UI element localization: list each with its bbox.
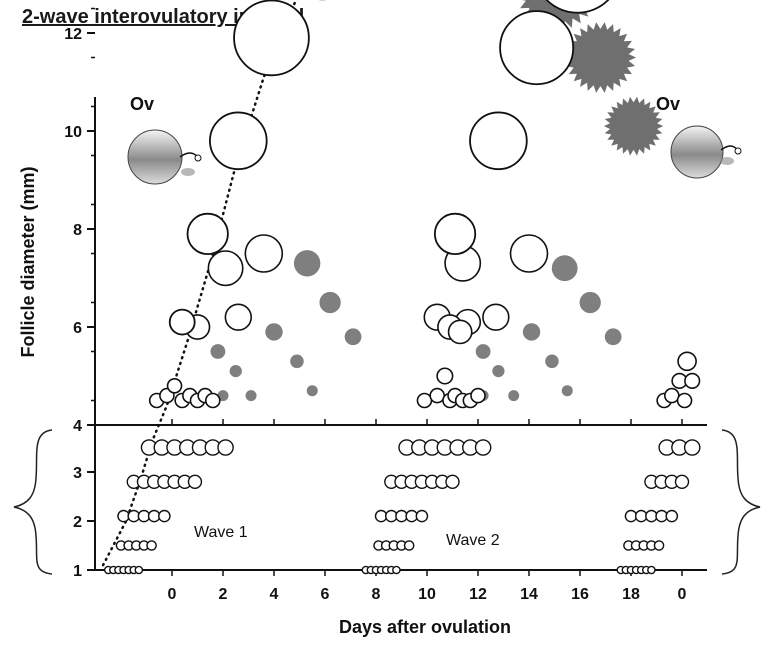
x-tick-label: 4 xyxy=(270,586,279,603)
subordinate-follicle xyxy=(482,303,510,331)
wave-follicle-circle xyxy=(392,565,401,575)
regressing-follicle xyxy=(579,291,601,314)
subordinate-follicle xyxy=(663,387,680,404)
wave-follicle-circle xyxy=(146,540,157,551)
subordinate-follicle xyxy=(416,392,433,409)
y-tick-labels: 46810121416123 xyxy=(64,26,82,580)
subordinate-follicle xyxy=(509,234,549,273)
regressing-dominant-star xyxy=(564,22,637,93)
regressing-follicle xyxy=(290,354,304,369)
regressing-follicle xyxy=(475,344,491,359)
y-tick-marks xyxy=(87,7,95,571)
dominant-follicle xyxy=(433,212,477,256)
ovulation-icon xyxy=(670,125,742,179)
y-tick-label: 4 xyxy=(73,418,82,435)
regressing-follicle xyxy=(210,344,226,359)
regressing-follicle xyxy=(293,250,321,277)
wave-follicle-circle xyxy=(134,565,144,575)
wave-follicle-circle xyxy=(474,439,492,456)
x-tick-label: 0 xyxy=(678,586,687,603)
x-tick-label: 18 xyxy=(622,586,640,603)
right-brace xyxy=(721,429,761,575)
x-tick-labels: 0 2 4 6 8 10 12 14 16 18 0 xyxy=(168,586,687,603)
regressing-dominant-star xyxy=(603,96,664,156)
subordinate-follicle xyxy=(224,303,253,331)
x-tick-label: 6 xyxy=(321,586,330,603)
dominant-follicle xyxy=(209,111,268,171)
regressing-follicle xyxy=(561,385,573,397)
x-tick-label: 10 xyxy=(418,586,436,603)
regressing-follicle xyxy=(604,328,622,346)
dominant-follicle xyxy=(545,0,610,14)
dominant-follicle xyxy=(186,212,229,256)
ov-label: Ov xyxy=(656,94,680,114)
chart-marks xyxy=(101,0,701,575)
regressing-follicle xyxy=(319,291,341,314)
axes xyxy=(87,7,707,576)
y-tick-label: 1 xyxy=(73,563,82,580)
wave-follicle-circle xyxy=(445,474,460,489)
x-tick-label: 16 xyxy=(571,586,589,603)
subordinate-follicle xyxy=(166,377,183,394)
y-tick-label: 10 xyxy=(64,124,82,141)
wave-follicle-circle xyxy=(217,439,234,456)
subordinate-follicle xyxy=(684,372,701,390)
regressing-follicle xyxy=(344,328,362,346)
regressing-follicle xyxy=(508,390,520,402)
wave-follicle-circle xyxy=(683,439,701,456)
subordinate-follicle xyxy=(676,392,693,409)
y-tick-label: 12 xyxy=(64,26,82,43)
wave-follicle-circle xyxy=(674,474,690,489)
x-tick-label: 14 xyxy=(520,586,538,603)
y-axis-title: Follicle diameter (mm) xyxy=(18,166,38,357)
dominant-follicle xyxy=(168,308,196,336)
y-tick-label: 3 xyxy=(73,465,82,482)
regressing-follicle xyxy=(492,364,505,378)
wave-follicle-circle xyxy=(647,565,656,575)
subordinate-follicle xyxy=(677,351,697,372)
regressing-follicle xyxy=(545,354,559,369)
regressing-follicle xyxy=(551,255,578,282)
subordinate-follicle xyxy=(470,387,486,404)
chart-title: 2-wave interovulatory interval xyxy=(22,6,305,28)
x-tick-label: 0 xyxy=(168,586,177,603)
regressing-follicle xyxy=(245,390,257,402)
x-tick-label: 12 xyxy=(469,586,487,603)
dominant-follicle xyxy=(499,10,575,86)
wave-follicle-circle xyxy=(187,474,203,489)
y-tick-label: 6 xyxy=(73,320,82,337)
x-axis-title: Days after ovulation xyxy=(339,617,511,637)
wave-2-label: Wave 2 xyxy=(446,532,500,549)
subordinate-follicle xyxy=(205,392,221,409)
dominant-follicle xyxy=(233,0,310,77)
y-tick-label: 8 xyxy=(73,222,82,239)
subordinate-follicle xyxy=(447,319,473,345)
left-brace xyxy=(13,429,53,575)
wave-follicle-circle xyxy=(403,540,415,551)
wave-1-label: Wave 1 xyxy=(194,524,248,541)
ovulation-icon xyxy=(127,129,202,185)
regressing-follicle xyxy=(229,364,242,378)
subordinate-follicle xyxy=(244,234,284,273)
regressing-follicle xyxy=(265,323,283,341)
wave-follicle-circle xyxy=(415,509,429,523)
regressing-follicle xyxy=(522,323,541,341)
regressing-follicle xyxy=(306,385,318,397)
subordinate-follicle xyxy=(207,250,244,287)
wave-follicle-circle xyxy=(665,509,679,523)
wave-follicle-circle xyxy=(158,509,171,523)
subordinate-follicle xyxy=(429,387,446,404)
dominant-follicle xyxy=(469,111,528,171)
x-tick-label: 2 xyxy=(219,586,228,603)
x-tick-label: 8 xyxy=(372,586,381,603)
wave-follicle-circle xyxy=(653,540,665,551)
y-tick-label: 2 xyxy=(73,514,82,531)
subordinate-follicle xyxy=(436,367,454,385)
ov-label: Ov xyxy=(130,94,154,114)
